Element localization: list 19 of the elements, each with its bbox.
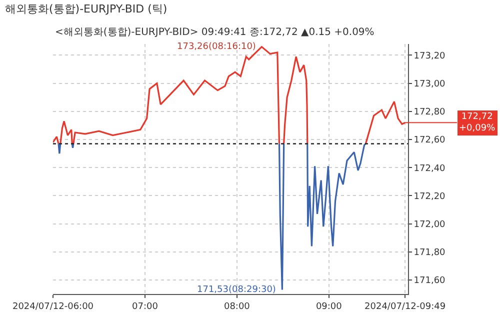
y-tick-label: 172,40 [414,164,446,174]
annotation: 173,26(08:16:10) [177,42,256,52]
annotation: 172,72 +0,09% [459,112,496,134]
y-tick-label: 172,20 [414,192,446,202]
y-tick-label: 173,00 [414,79,446,90]
chart-subtitle: <해외통화(통합)-EURJPY-BID> 09:49:41 종:172,72 ▲0.15 +0.09% [55,27,374,38]
y-tick-label: 172,00 [414,220,446,230]
annotation: 171,53(08:29:30) [197,285,276,295]
y-tick-label: 171,80 [414,248,446,258]
x-tick-label: 08:00 [224,302,250,312]
x-tick-label: 2024/07/12-09:49 [364,302,446,312]
y-tick-label: 173,20 [414,51,446,62]
chart-title: 해외통화(통합)-EURJPY-BID (틱) [5,2,168,16]
y-tick-label: 172,80 [414,108,446,118]
y-tick-label: 171,60 [414,276,446,286]
y-tick-label: 172,60 [414,136,446,146]
x-tick-label: 2024/07/12-06:00 [12,302,94,312]
x-tick-label: 09:00 [316,302,342,312]
x-tick-label: 07:00 [132,302,158,312]
